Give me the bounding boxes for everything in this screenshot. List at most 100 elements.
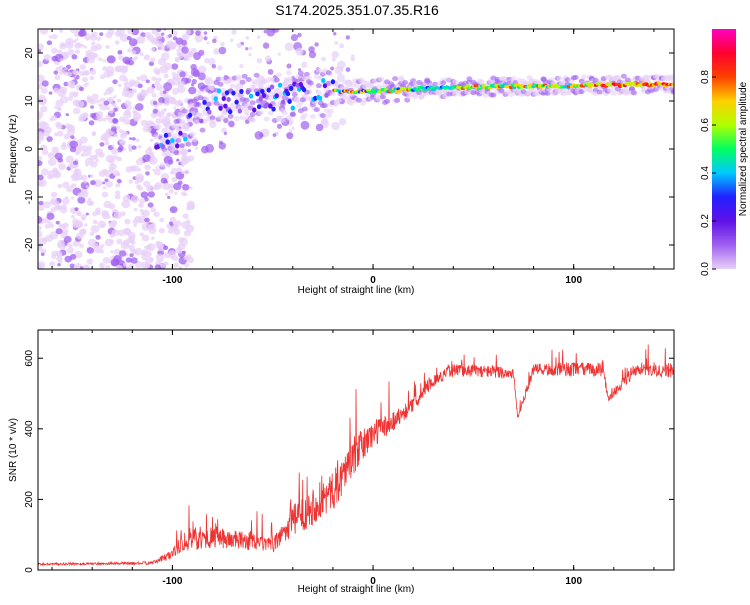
spectrogram-noise-mark — [38, 242, 43, 249]
spectrogram-branch-mark — [171, 87, 179, 95]
spectrogram-noise-mark — [48, 91, 53, 95]
spectrogram-noise-mark — [147, 146, 153, 151]
spectrogram-ridge-mark — [260, 88, 265, 94]
spectrogram-halo-mark — [313, 107, 320, 113]
spectrogram-noise-mark — [91, 132, 96, 137]
spectrogram-branch-mark — [159, 102, 163, 106]
spectrogram-noise-mark — [108, 109, 114, 114]
spectrogram-noise-mark — [137, 144, 142, 149]
spectrogram-noise-mark — [57, 157, 64, 163]
spectrogram-noise-mark — [168, 189, 174, 194]
spectrogram-noise-mark — [83, 45, 88, 49]
spectrogram-noise-mark — [143, 263, 151, 269]
snr-y-tick-label: 400 — [24, 420, 35, 437]
spectrogram-noise-mark — [112, 170, 120, 177]
spectrogram-noise-mark — [74, 207, 79, 212]
spectrogram-halo-mark — [267, 110, 274, 116]
spectrogram-noise-mark — [127, 59, 135, 66]
spectrogram-noise-mark — [151, 92, 157, 98]
spectrogram-noise-mark — [181, 33, 190, 41]
spectrogram-ridge-mark — [274, 93, 279, 99]
spectrogram-branch-mark — [256, 58, 263, 64]
spectrogram-noise-mark — [59, 29, 64, 33]
spectrogram-noise-mark — [118, 250, 127, 257]
spectrogram-halo-mark — [239, 115, 246, 121]
spectrogram-halo-mark — [319, 113, 326, 119]
spectrogram-noise-mark — [77, 192, 83, 198]
spectrogram-noise-mark — [128, 38, 138, 47]
spectrogram-noise-mark — [57, 183, 63, 189]
spectrogram-noise-mark — [161, 127, 169, 134]
spectrogram-branch-mark — [218, 46, 227, 55]
spectrogram-branch-mark — [297, 32, 302, 38]
spectrogram-noise-mark — [63, 81, 69, 87]
spectrogram-noise-mark — [138, 202, 144, 208]
spectrogram-noise-mark — [111, 144, 115, 148]
spectrogram-noise-mark — [96, 36, 102, 41]
spectrogram-noise-mark — [62, 222, 69, 229]
spectrogram-noise-mark — [150, 57, 156, 63]
spectrogram-halo-mark — [354, 83, 361, 89]
spectrogram-noise-mark — [177, 180, 183, 185]
snr-axes: -100 0 100 0 200 400 600 — [24, 330, 674, 587]
spectrogram-branch-mark — [211, 63, 217, 69]
spectrogram-halo-mark — [620, 73, 627, 79]
spectrogram-branch-mark — [204, 57, 210, 64]
spectrogram-branch-mark — [286, 63, 292, 69]
colorbar-tick-label: 0.0 — [700, 262, 711, 276]
spectrogram-halo-mark — [257, 110, 264, 116]
spectrogram-noise-mark — [167, 195, 171, 199]
spectrogram-noise-mark — [40, 248, 47, 255]
spectrogram-halo-mark — [175, 137, 182, 143]
spectrogram-noise-mark — [143, 54, 151, 61]
spectrogram-noise-mark — [78, 70, 85, 77]
spectrogram-branch-mark — [213, 48, 221, 55]
spectrogram-noise-mark — [38, 74, 45, 83]
spectrogram-noise-mark — [46, 136, 53, 142]
spectrogram-branch-mark — [249, 2, 254, 7]
spectrogram-halo-mark — [193, 119, 200, 125]
spectrogram-noise-mark — [147, 202, 154, 208]
spectrogram-noise-mark — [73, 107, 81, 115]
spectrogram-halo-mark — [321, 103, 328, 109]
spectrogram-branch-mark — [334, 22, 340, 28]
spectrogram-branch-mark — [193, 16, 200, 23]
spectrogram-halo-mark — [628, 86, 635, 92]
spectrogram-noise-mark — [98, 152, 105, 158]
spectrogram-noise-mark — [135, 138, 140, 143]
snr-y-tick-label: 0 — [24, 567, 35, 573]
spectrogram-noise-mark — [180, 170, 185, 174]
spectrogram-noise-mark — [175, 247, 183, 254]
spectrogram-noise-mark — [139, 74, 148, 82]
spectrogram-ridge-mark — [199, 118, 204, 124]
spectrogram-noise-mark — [50, 197, 58, 204]
spectrogram-noise-mark — [67, 243, 73, 249]
spectrogram-branch-mark — [149, 156, 158, 165]
spectrogram-halo-mark — [325, 70, 332, 76]
spectrogram-noise-mark — [122, 148, 127, 152]
spectrogram-ridge-mark — [226, 97, 231, 103]
spectrogram-halo-mark — [303, 71, 310, 77]
spectrogram-halo-mark — [235, 74, 242, 80]
spectrogram-branch-mark — [185, 77, 192, 84]
spectrogram-noise-mark — [119, 139, 126, 146]
spectrogram-noise-mark — [89, 154, 96, 161]
spectrogram-ridge-mark — [218, 105, 223, 111]
spectrogram-noise-mark — [139, 52, 145, 57]
spectrogram-ridge-mark — [187, 112, 193, 118]
spectrogram-noise-mark — [126, 35, 132, 41]
spectrogram-noise-mark — [49, 231, 59, 240]
spectrogram-noise-mark — [73, 160, 79, 166]
spectrogram-noise-mark — [81, 217, 85, 221]
spectrogram-halo-mark — [671, 88, 674, 94]
spectrogram-noise-mark — [69, 140, 78, 149]
spectrogram-noise-mark — [85, 212, 89, 216]
spectrogram-noise-mark — [109, 233, 115, 238]
spectrogram-branch-mark — [170, 96, 175, 102]
spectrogram-noise-mark — [78, 86, 84, 92]
spectrogram-branch-mark — [347, 19, 351, 23]
spectrogram-noise-mark — [57, 259, 63, 264]
spectrogram-branch-mark — [314, 42, 319, 47]
spectrogram-noise-mark — [90, 112, 96, 119]
spectrogram-noise-mark — [134, 56, 138, 60]
